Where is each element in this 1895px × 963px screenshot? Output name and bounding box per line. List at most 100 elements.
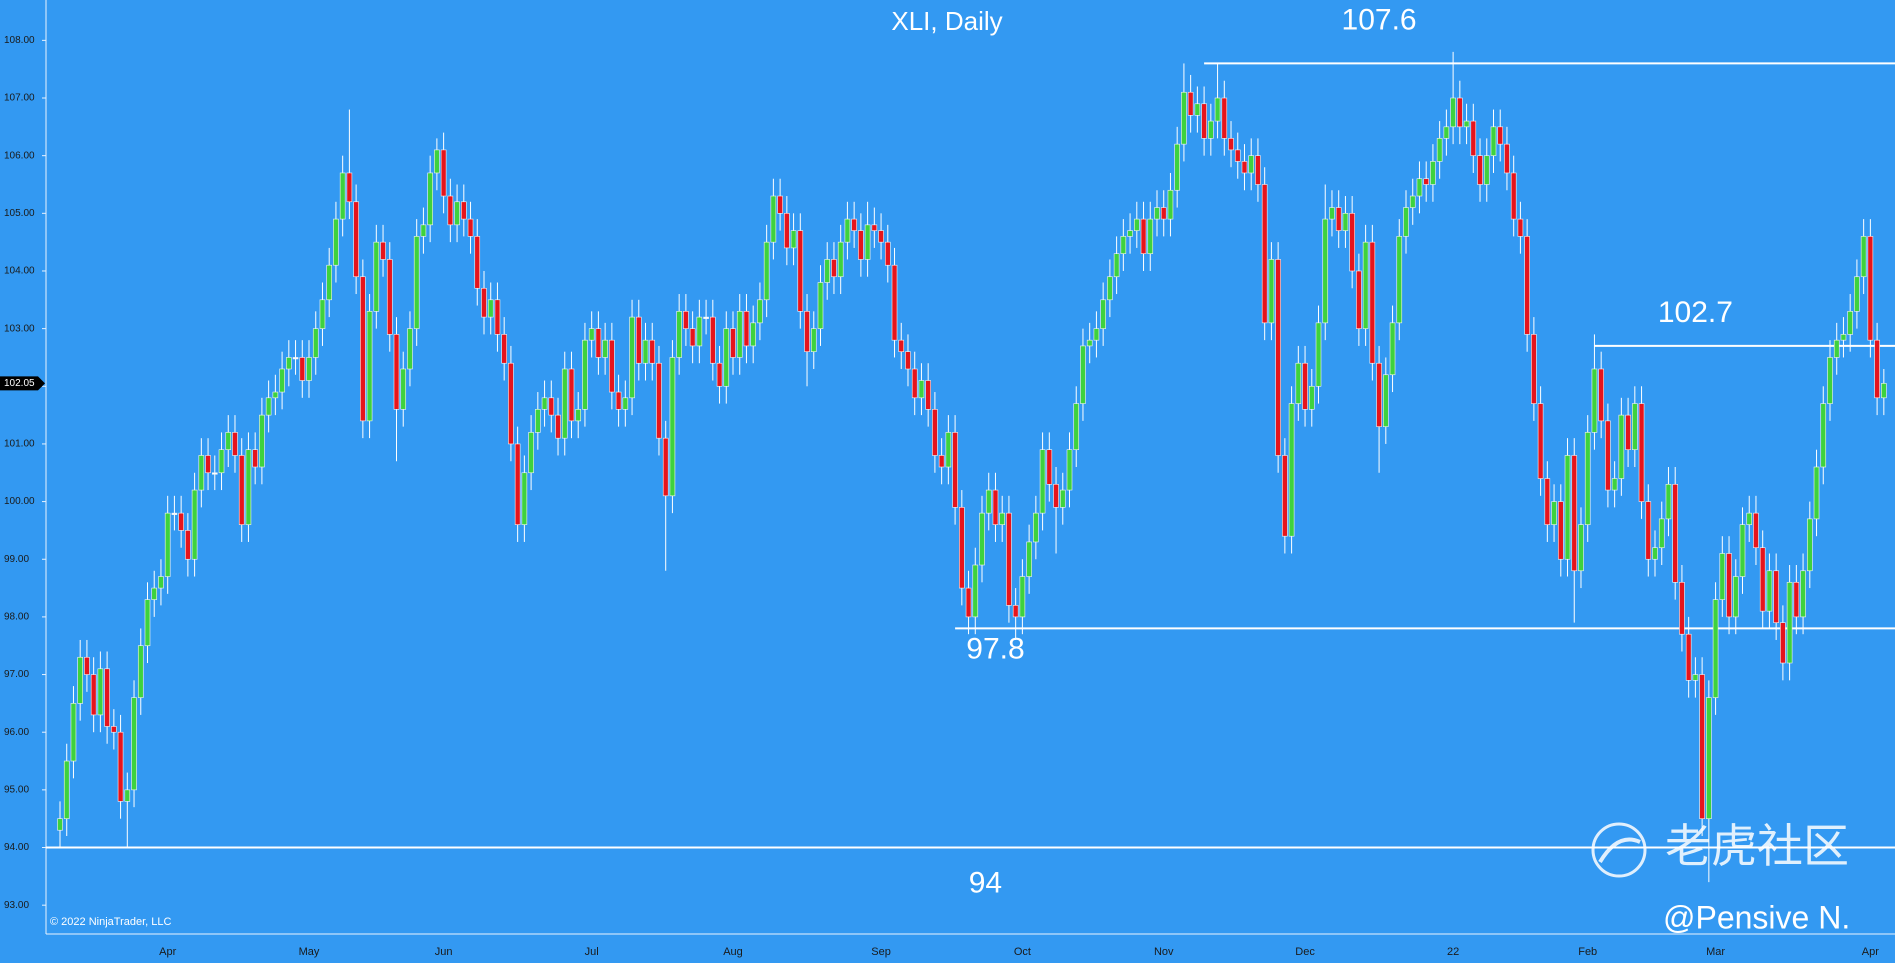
candle-body — [1335, 207, 1342, 231]
candle-body — [1234, 149, 1241, 162]
candle-body — [676, 311, 682, 358]
candle-body — [1241, 161, 1248, 174]
candle-body — [104, 668, 110, 727]
candle-body — [1100, 299, 1106, 329]
candle-body — [1194, 103, 1201, 116]
candle-body — [164, 512, 171, 577]
candle-body — [319, 299, 326, 329]
candle-body — [1544, 478, 1551, 525]
candle-body — [1847, 311, 1853, 335]
candle-body — [548, 397, 555, 416]
level-label: 107.6 — [1342, 3, 1417, 36]
candle-body — [911, 368, 918, 399]
candle-body — [1275, 259, 1281, 456]
y-tick-label: 106.00 — [4, 150, 35, 161]
y-tick-label: 99.00 — [4, 554, 29, 565]
candle-body — [878, 230, 884, 243]
candle-body — [1537, 403, 1544, 479]
candle-body — [1053, 483, 1059, 508]
candle-body — [1645, 501, 1652, 560]
candle-body — [1302, 362, 1308, 410]
candle-body — [1813, 466, 1820, 520]
candle-body — [1564, 455, 1571, 560]
candle-body — [736, 311, 743, 358]
candle-body — [1605, 420, 1611, 491]
candle-body — [420, 224, 427, 237]
candle-body — [1376, 362, 1382, 427]
candle-body — [292, 357, 299, 360]
candle-body — [588, 328, 595, 341]
candle-body — [1685, 633, 1692, 681]
candle-body — [831, 259, 837, 278]
y-tick-label: 103.00 — [4, 323, 35, 334]
candle-body — [151, 587, 158, 600]
candle-body — [851, 218, 857, 231]
candle-body — [1746, 512, 1753, 525]
candle-body — [1342, 213, 1349, 231]
candle-body — [959, 507, 965, 589]
candle-body — [1026, 541, 1032, 577]
candle-body — [434, 149, 440, 174]
x-tick-label: Feb — [1578, 946, 1597, 958]
candle-body — [1766, 570, 1773, 612]
candle-body — [407, 328, 413, 370]
candle-body — [1557, 501, 1564, 560]
candle-body — [63, 760, 70, 819]
candle-body — [817, 282, 824, 329]
candle-body — [306, 357, 312, 381]
candle-body — [1786, 582, 1793, 664]
candle-body — [1154, 207, 1160, 220]
candle-body — [380, 241, 386, 260]
candle-body — [1867, 236, 1874, 341]
candle-body — [124, 789, 131, 802]
candle-body — [1181, 91, 1187, 145]
candle-body — [1827, 357, 1833, 404]
candle-body — [824, 259, 831, 283]
candle-body — [1800, 570, 1806, 618]
y-tick-label: 101.00 — [4, 439, 35, 450]
candle-body — [609, 339, 615, 393]
candle-body — [487, 299, 494, 318]
candle-body — [992, 489, 999, 525]
candle-body — [528, 432, 534, 474]
x-tick-label: Mar — [1706, 946, 1725, 958]
candle-body — [615, 391, 622, 410]
x-tick-label: Aug — [723, 946, 743, 958]
candle-body — [1201, 103, 1207, 139]
candle-body — [757, 299, 763, 324]
candle-body — [777, 195, 783, 214]
candle-body — [1591, 368, 1598, 433]
candle-body — [70, 703, 77, 762]
candle-body — [1403, 207, 1409, 237]
candle-body — [629, 316, 635, 399]
candle-body — [252, 449, 258, 468]
candle-body — [864, 224, 871, 260]
candle-body — [696, 316, 703, 347]
candle-body — [131, 697, 137, 791]
candle-body — [1457, 97, 1463, 128]
candle-body — [1517, 218, 1524, 237]
candle-body — [952, 432, 958, 508]
candle-body — [1780, 622, 1786, 664]
candle-body — [1840, 334, 1847, 341]
candle-body — [662, 437, 669, 497]
candle-body — [568, 368, 575, 422]
y-tick-label: 108.00 — [4, 35, 35, 46]
candle-body — [225, 432, 232, 451]
candle-body — [1127, 230, 1133, 237]
candle-body — [784, 213, 790, 249]
candle-body — [158, 576, 164, 589]
candle-body — [1712, 599, 1719, 698]
candle-body — [1874, 339, 1880, 399]
candle-body — [1531, 334, 1537, 404]
candle-body — [205, 455, 211, 474]
candle-body — [1793, 582, 1800, 618]
x-tick-label: Jun — [435, 946, 453, 958]
candle-body — [211, 472, 218, 475]
candle-body — [1524, 236, 1530, 335]
candle-body — [1160, 207, 1167, 220]
candle-body — [1443, 126, 1450, 139]
candle-body — [1860, 236, 1867, 278]
